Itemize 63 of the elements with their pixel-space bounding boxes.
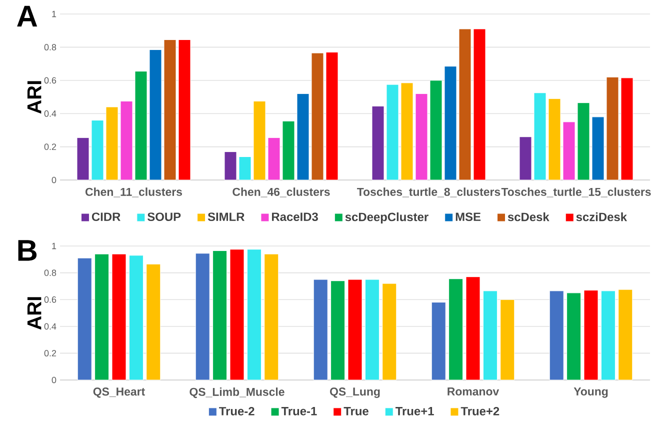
bar bbox=[230, 249, 244, 380]
legend-label: True+2 bbox=[460, 406, 500, 416]
legend-label: scziDesk bbox=[576, 212, 628, 222]
x-tick-label: Tosches_turtle_15_clusters bbox=[501, 188, 651, 198]
legend-label: SIMLR bbox=[208, 212, 244, 222]
y-tick-label: 0.4 bbox=[44, 110, 56, 117]
text: A bbox=[17, 6, 38, 26]
x-tick-label: Young bbox=[574, 388, 608, 398]
legend-label: MSE bbox=[456, 212, 481, 222]
y-axis-title: ARI bbox=[27, 297, 42, 330]
x-tick-label: QS_Heart bbox=[93, 388, 145, 398]
legend-label: scDesk bbox=[508, 212, 550, 222]
bar bbox=[195, 253, 210, 380]
legend-label: RaceID3 bbox=[272, 212, 318, 222]
bar bbox=[482, 290, 498, 380]
bar bbox=[112, 254, 126, 380]
bar bbox=[77, 258, 92, 380]
y-axis-title: ARI bbox=[27, 81, 42, 114]
y-tick-label: 0.2 bbox=[44, 144, 56, 150]
bar bbox=[146, 264, 161, 380]
bar bbox=[246, 249, 262, 380]
y-tick-label: 0 bbox=[52, 376, 56, 384]
bar bbox=[431, 302, 446, 380]
bar bbox=[364, 279, 380, 380]
bar bbox=[128, 255, 144, 380]
bar bbox=[264, 254, 279, 380]
legend-label: True-2 bbox=[219, 406, 254, 416]
bar bbox=[566, 292, 582, 380]
bar bbox=[618, 289, 633, 380]
bar bbox=[466, 276, 480, 380]
text: B bbox=[18, 240, 37, 261]
bar bbox=[500, 299, 515, 380]
legend-label: True+1 bbox=[396, 407, 434, 416]
legend-label: SOUP bbox=[148, 212, 181, 222]
y-tick-label: 0.4 bbox=[44, 323, 56, 330]
x-tick-label: QS_Limb_Muscle bbox=[190, 388, 284, 398]
bar bbox=[313, 279, 328, 380]
legend-label: CIDR bbox=[92, 212, 120, 222]
y-tick-label: 1 bbox=[52, 242, 56, 250]
x-tick-label: Chen_11_clusters bbox=[86, 188, 182, 198]
y-tick-label: 0.2 bbox=[44, 350, 56, 356]
bar bbox=[600, 290, 616, 380]
legend-label: scDeepCluster bbox=[345, 212, 428, 224]
y-tick-label: 0.8 bbox=[44, 270, 56, 276]
x-tick-label: Romanov bbox=[448, 388, 500, 396]
x-tick-label: Chen_46_clusters bbox=[232, 188, 330, 198]
y-tick-label: 1 bbox=[52, 10, 56, 18]
y-tick-label: 0 bbox=[52, 176, 56, 184]
bar bbox=[348, 279, 362, 380]
bar bbox=[94, 254, 110, 380]
x-tick-label: QS_Lung bbox=[330, 388, 380, 398]
bar bbox=[212, 250, 228, 380]
bar bbox=[549, 290, 564, 380]
bar bbox=[448, 278, 464, 380]
legend-label: True-1 bbox=[281, 407, 317, 416]
bar bbox=[584, 290, 598, 380]
legend-label: True bbox=[344, 407, 368, 416]
x-tick-label: Tosches_turtle_8_clusters bbox=[357, 188, 500, 198]
bar bbox=[382, 283, 397, 380]
y-tick-label: 0.6 bbox=[44, 77, 56, 84]
y-tick-label: 0.6 bbox=[44, 296, 56, 303]
bar bbox=[330, 280, 346, 380]
y-tick-label: 0.8 bbox=[44, 44, 56, 50]
